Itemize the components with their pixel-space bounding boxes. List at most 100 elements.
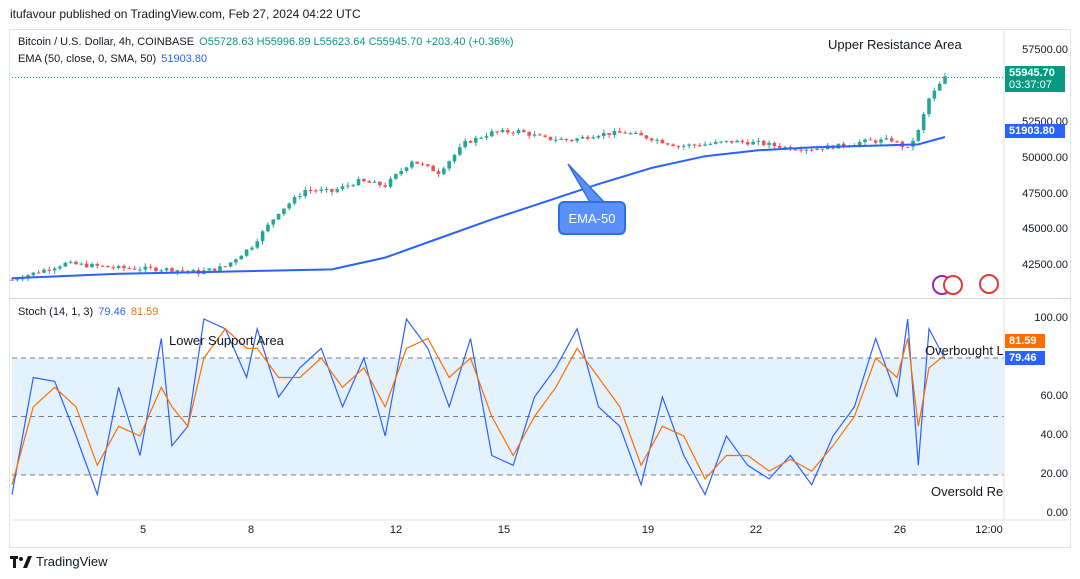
candle-body xyxy=(314,190,318,192)
candle-body xyxy=(319,189,324,191)
price-legend: Bitcoin / U.S. Dollar, 4h, COINBASE O557… xyxy=(18,36,516,48)
candle-body xyxy=(596,135,601,138)
candle-body xyxy=(479,137,483,139)
candle-body xyxy=(740,140,745,143)
candle-body xyxy=(484,136,489,138)
candle-body xyxy=(175,270,180,272)
candle-body xyxy=(79,263,84,265)
candle-body xyxy=(932,90,937,99)
candle-body xyxy=(239,255,244,260)
price-tick: 57500.00 xyxy=(1022,44,1068,56)
stoch-label[interactable]: Stoch (14, 1, 3) xyxy=(18,306,94,318)
candle-body xyxy=(591,137,595,139)
candle-body xyxy=(95,264,100,266)
candle-body xyxy=(660,139,665,144)
candle-body xyxy=(271,219,276,225)
candle-body xyxy=(463,140,467,148)
candle-body xyxy=(761,140,766,146)
candle-body xyxy=(116,265,121,268)
tradingview-brand[interactable]: TradingView xyxy=(10,554,108,569)
candle-body xyxy=(260,231,265,242)
time-tick: 15 xyxy=(497,524,511,536)
candle-body xyxy=(756,140,761,142)
ema-legend: EMA (50, close, 0, SMA, 50) 51903.80 xyxy=(18,53,209,65)
us-flag-icon[interactable] xyxy=(979,274,999,294)
candle-body xyxy=(468,140,473,143)
candle-body xyxy=(665,143,670,145)
chart-area[interactable] xyxy=(9,29,1071,548)
candle-body xyxy=(868,139,873,141)
candle-body xyxy=(143,266,148,270)
candle-body xyxy=(15,279,20,281)
candle-body xyxy=(410,161,414,168)
candle-body xyxy=(745,142,750,145)
candle-body xyxy=(857,142,862,146)
price-tick: 45000.00 xyxy=(1022,223,1068,235)
symbol-label[interactable]: Bitcoin / U.S. Dollar, 4h, COINBASE xyxy=(18,36,195,48)
candle-body xyxy=(713,141,718,144)
candle-body xyxy=(937,83,942,91)
candle-body xyxy=(399,170,403,175)
candle-body xyxy=(889,138,894,142)
candle-body xyxy=(532,134,537,136)
candle-body xyxy=(148,266,153,268)
candle-body xyxy=(772,142,777,146)
candle-body xyxy=(585,136,590,139)
candle-body xyxy=(820,148,825,150)
candle-body xyxy=(895,141,899,143)
us-flag-icon[interactable] xyxy=(943,275,963,295)
candle-body xyxy=(500,130,505,132)
candle-body xyxy=(676,146,681,148)
candle-body xyxy=(633,133,638,135)
pane-divider[interactable] xyxy=(9,298,1071,299)
candle-body xyxy=(255,241,260,248)
oversold-label: Oversold Re xyxy=(931,484,1003,499)
time-tick: 8 xyxy=(247,524,255,536)
candle-body xyxy=(207,268,212,271)
candle-body xyxy=(10,279,14,281)
candle-body xyxy=(122,265,126,269)
candle-body xyxy=(495,131,499,133)
candle-body xyxy=(431,165,435,172)
candle-body xyxy=(580,136,585,139)
tradingview-logo-icon xyxy=(10,555,32,568)
candle-body xyxy=(559,138,563,140)
candle-body xyxy=(159,270,164,272)
candle-body xyxy=(31,272,36,276)
candle-body xyxy=(708,143,713,145)
stoch-tick: 40.00 xyxy=(1040,429,1068,441)
candle-body xyxy=(63,262,68,267)
candle-body xyxy=(298,196,302,198)
candle-body xyxy=(234,259,238,263)
candle-body xyxy=(90,264,94,268)
candle-body xyxy=(356,179,361,186)
candle-body xyxy=(703,144,707,146)
candle-body xyxy=(506,130,510,133)
candle-body xyxy=(575,138,579,141)
candle-body xyxy=(42,269,46,273)
candle-body xyxy=(228,262,233,267)
candle-body xyxy=(308,190,313,192)
candle-body xyxy=(564,138,569,140)
overbought-label: Overbought L xyxy=(925,343,1003,358)
candle-body xyxy=(793,149,798,151)
candle-body xyxy=(47,269,52,271)
candle-body xyxy=(292,197,297,204)
candle-body xyxy=(452,154,457,162)
candle-body xyxy=(52,268,57,271)
ema-label[interactable]: EMA (50, close, 0, SMA, 50) xyxy=(18,53,157,65)
candle-body xyxy=(36,272,41,274)
candle-body xyxy=(266,224,270,232)
candle-body xyxy=(106,265,110,268)
candle-body xyxy=(111,267,116,269)
callout-pointer xyxy=(567,163,606,203)
candle-body xyxy=(516,130,521,134)
brand-name: TradingView xyxy=(36,554,108,569)
time-tick: 5 xyxy=(139,524,147,536)
candle-body xyxy=(394,174,398,179)
bar-countdown: 03:37:07 xyxy=(1009,79,1052,91)
candle-body xyxy=(671,144,675,147)
candle-body xyxy=(554,139,558,141)
candle-body xyxy=(287,203,292,209)
